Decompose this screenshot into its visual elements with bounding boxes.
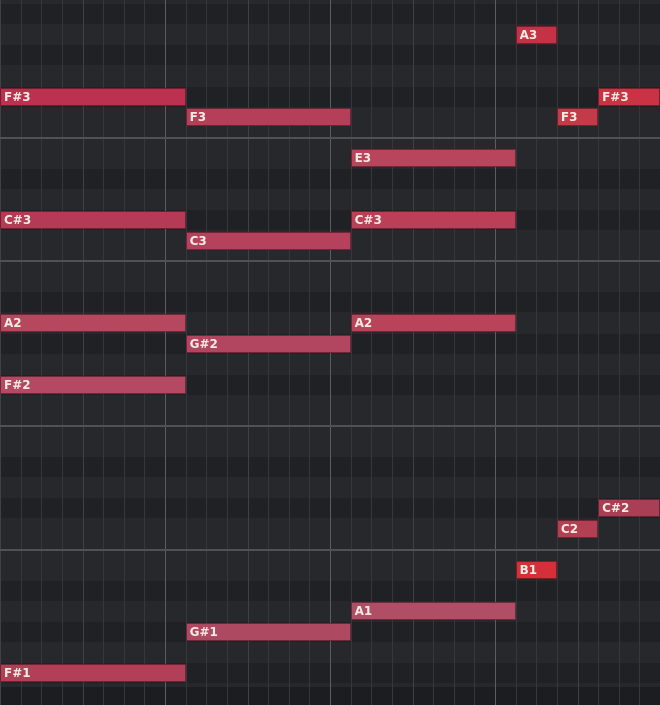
note-a2[interactable]: A2 [350,314,516,332]
grid-line [351,0,352,705]
grid-line [474,0,475,705]
grid-line [598,0,599,705]
grid-line [371,0,372,705]
note-label: E3 [354,151,372,166]
note-label: F3 [560,110,578,125]
key-boundary-rule [0,260,660,263]
note-g#2[interactable]: G#2 [185,334,351,353]
note-label: C#3 [4,213,32,228]
note-b1[interactable]: B1 [515,561,557,579]
note-label: C#3 [354,213,382,228]
note-c#2[interactable]: C#2 [598,499,660,518]
grid-line [619,0,620,705]
grid-line [392,0,393,705]
note-a3[interactable]: A3 [515,25,557,44]
grid-line [413,0,414,705]
note-c#3[interactable]: C#3 [350,211,516,230]
note-label: A1 [354,604,373,619]
note-f#3[interactable]: F#3 [598,87,660,106]
grid-line [124,0,125,705]
grid-line [62,0,63,705]
note-f3[interactable]: F3 [185,108,351,127]
note-f#1[interactable]: F#1 [0,664,186,682]
note-label: C2 [560,521,579,536]
grid-line [639,0,640,705]
note-a1[interactable]: A1 [350,602,516,621]
note-label: A2 [354,316,373,330]
note-label: F#3 [4,89,31,104]
grid-line [536,0,537,705]
note-label: F#3 [602,89,629,104]
note-label: C#2 [602,501,630,516]
grid-line [41,0,42,705]
grid-line [0,0,1,705]
key-boundary-rule [0,136,660,139]
note-g#1[interactable]: G#1 [185,622,351,641]
note-label: F#1 [4,666,31,680]
note-c2[interactable]: C2 [556,519,599,538]
note-label: A3 [519,27,538,42]
grid-line [83,0,84,705]
grid-line [144,0,145,705]
grid-line [103,0,104,705]
grid-line [454,0,455,705]
grid-line [578,0,579,705]
note-label: A2 [4,316,22,330]
note-f3[interactable]: F3 [556,108,599,127]
note-label: G#2 [189,336,218,351]
note-f#3[interactable]: F#3 [0,87,186,106]
note-label: G#1 [189,624,218,639]
note-c3[interactable]: C3 [185,231,351,250]
key-boundary-rule [0,425,660,427]
note-label: B1 [519,563,538,577]
note-label: F#2 [4,377,31,392]
key-boundary-rule [0,548,660,551]
note-c#3[interactable]: C#3 [0,211,186,230]
note-a2[interactable]: A2 [0,314,186,332]
grid-line [557,0,558,705]
bar-line [495,0,496,705]
grid-line [433,0,434,705]
note-f#2[interactable]: F#2 [0,375,186,394]
note-label: C3 [189,233,207,248]
bar-line [165,0,166,705]
grid-line [21,0,22,705]
grid-line [516,0,517,705]
note-e3[interactable]: E3 [350,149,516,168]
note-label: F3 [189,110,207,125]
